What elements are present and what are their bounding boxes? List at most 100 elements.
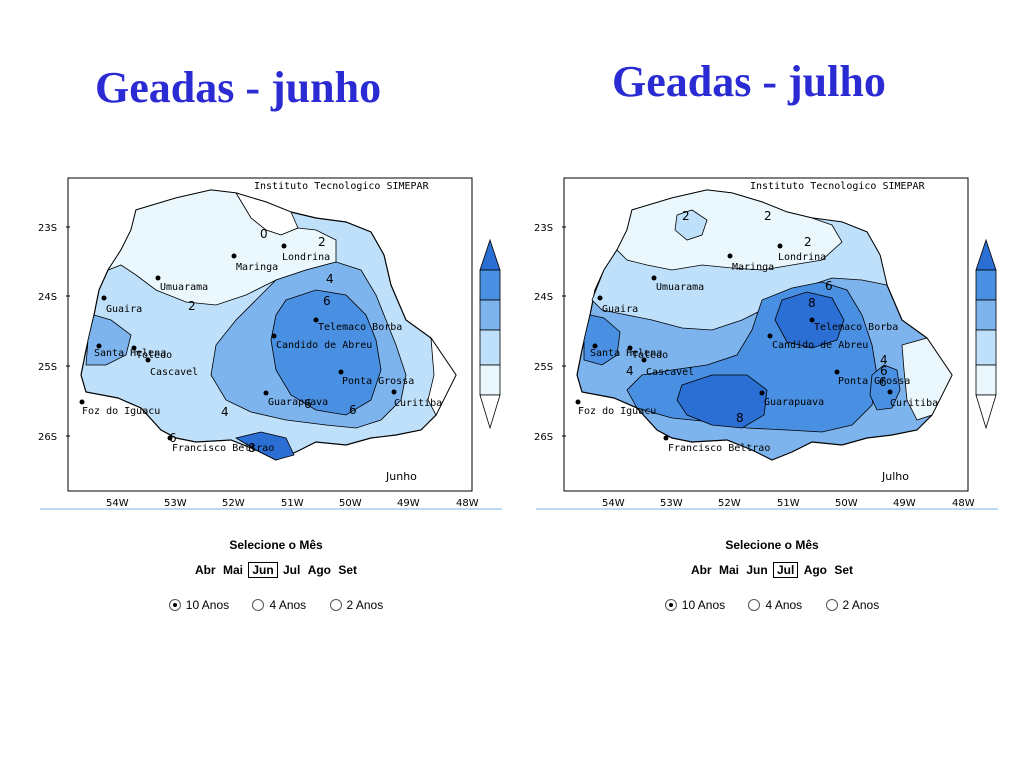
contour-label: 2 [188,299,196,313]
month-option-jul[interactable]: Jul [283,563,301,577]
contour-label: 8 [736,411,744,425]
select-month-title: Selecione o Mês [725,538,819,552]
lon-label: 50W [835,498,858,509]
map-panel-julho: Instituto Tecnologico SIMEPAR Julho 2 2 … [532,170,1002,620]
city-label: Ponta Grossa [838,376,910,387]
city-label: Guaira [106,304,142,315]
radio-label: 10 Anos [185,598,230,612]
contour-label: 4 [326,272,334,286]
color-legend [479,238,501,430]
city-label: Telemaco Borba [814,322,898,333]
month-option-mai[interactable]: Mai [222,563,243,577]
month-option-set[interactable]: Set [338,563,358,577]
lon-label: 51W [777,498,800,509]
period-radio-group: 10 Anos 4 Anos 2 Anos [532,598,1012,614]
legend-swatch [479,329,501,366]
radio-label: 2 Anos [346,598,384,612]
legend-swatch [975,299,997,331]
city-label: Umuarama [160,282,208,293]
radio-10-anos[interactable]: 10 Anos [664,598,725,612]
radio-2-anos[interactable]: 2 Anos [825,598,880,612]
city-label: Toledo [136,350,172,361]
city-label: Londrina [282,252,330,263]
contour-label: 6 [825,279,833,293]
lat-label: 23S [38,223,57,234]
title-julho: Geadas - julho [612,57,886,106]
month-option-jun[interactable]: Jun [248,562,278,578]
lat-label: 25S [534,362,553,373]
month-option-abr[interactable]: Abr [690,563,712,577]
contour-label: 4 [626,364,634,378]
contour-label: 4 [880,353,888,367]
month-option-abr[interactable]: Abr [194,563,216,577]
radio-button[interactable] [664,599,677,611]
radio-4-anos[interactable]: 4 Anos [748,598,802,612]
legend-swatch [479,364,501,396]
month-option-jun[interactable]: Jun [746,563,768,577]
city-label: Telemaco Borba [318,322,402,333]
city-label: Santa Helena [590,348,662,359]
city-label: Guaira [602,304,638,315]
contour-zone-west [583,314,621,366]
city-label: Londrina [778,252,826,263]
legend-swatch [479,238,501,271]
month-option-ago[interactable]: Ago [307,563,332,577]
lon-label: 53W [164,498,187,509]
lon-label: 54W [106,498,129,509]
month-option-mai[interactable]: Mai [718,563,739,577]
legend-swatch [975,394,997,430]
lat-label: 25S [38,362,57,373]
lon-label: 52W [222,498,245,509]
contour-label: 4 [221,405,229,419]
contour-label: 8 [808,296,816,310]
contour-zone-coast [427,336,457,416]
month-label: Junho [385,470,417,483]
contour-zone-6 [270,289,382,416]
lon-label: 48W [952,498,975,509]
contour-label: 2 [682,209,690,223]
radio-button[interactable] [748,599,761,611]
city-label: Francisco Beltrao [172,443,274,454]
lon-label: 52W [718,498,741,509]
lon-label: 54W [602,498,625,509]
lat-label: 26S [38,432,57,443]
lon-label: 51W [281,498,304,509]
contour-label: 8 [248,441,256,455]
city-label: Guarapuava [764,397,824,408]
radio-button[interactable] [329,599,342,611]
radio-label: 4 Anos [765,598,803,612]
contour-label: 0 [260,227,268,241]
period-radio-group: 10 Anos 4 Anos 2 Anos [36,598,516,614]
radio-4-anos[interactable]: 4 Anos [252,598,306,612]
contour-label: 6 [880,364,888,378]
legend-swatch [479,394,501,430]
institute-label: Instituto Tecnologico SIMEPAR [254,181,430,192]
select-month-title: Selecione o Mês [229,538,323,552]
contour-label: 6 [323,294,331,308]
radio-button[interactable] [825,599,838,611]
lon-label: 49W [397,498,420,509]
month-selector: Abr Mai Jun Jul Ago Set [36,562,516,578]
contour-zone-8 [234,431,295,461]
city-label: Cascavel [150,367,198,378]
city-label: Francisco Beltrao [668,443,770,454]
city-label: Maringa [236,262,278,273]
month-option-jul[interactable]: Jul [773,562,799,578]
contour-label: 6 [879,375,887,389]
map-panel-junho: Instituto Tecnologico SIMEPAR Junho 0 2 … [36,170,506,620]
radio-label: 2 Anos [842,598,880,612]
month-option-ago[interactable]: Ago [803,563,828,577]
month-option-set[interactable]: Set [834,563,854,577]
contour-label: 6 [304,397,312,411]
radio-button[interactable] [252,599,265,611]
legend-swatch [479,299,501,331]
contour-zone-east [869,364,901,411]
lon-label: 53W [660,498,683,509]
month-label: Julho [881,470,909,483]
contour-zone-8b [676,374,768,429]
city-label: Maringa [732,262,774,273]
radio-10-anos[interactable]: 10 Anos [168,598,230,612]
radio-button[interactable] [168,599,181,611]
radio-2-anos[interactable]: 2 Anos [329,598,384,612]
title-junho: Geadas - junho [95,63,382,112]
